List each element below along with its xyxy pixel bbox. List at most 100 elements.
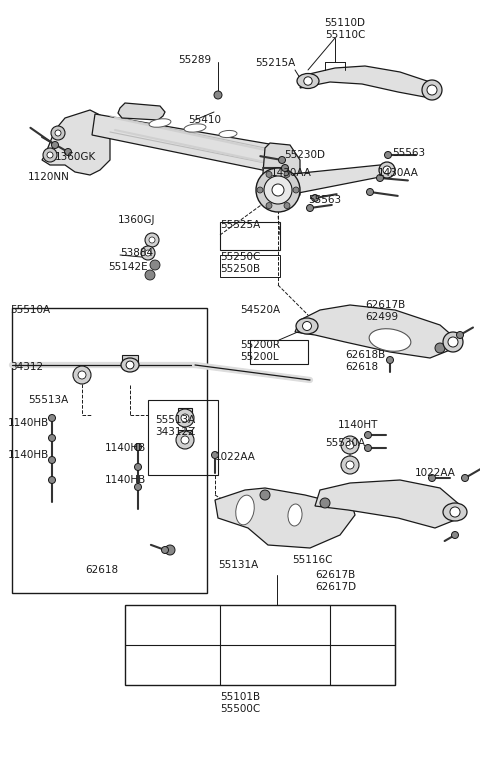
Text: 1140HB: 1140HB: [8, 450, 49, 460]
Circle shape: [346, 461, 354, 469]
Text: 55510A: 55510A: [10, 305, 50, 315]
Text: 55525A: 55525A: [220, 220, 260, 230]
Text: 1140HB: 1140HB: [105, 475, 146, 485]
Bar: [220, 222, 280, 250]
Circle shape: [272, 184, 284, 196]
Text: 62617B
62617D: 62617B 62617D: [315, 570, 356, 591]
Text: 55530A: 55530A: [325, 438, 365, 448]
Ellipse shape: [149, 119, 171, 127]
Text: 55215A: 55215A: [255, 58, 295, 68]
Bar: [122, 355, 138, 365]
Text: 55110D
55110C: 55110D 55110C: [324, 18, 365, 40]
Text: 34312: 34312: [10, 362, 43, 372]
Circle shape: [281, 164, 288, 172]
Circle shape: [266, 172, 272, 177]
Circle shape: [48, 457, 56, 464]
Circle shape: [293, 187, 299, 193]
Text: 55116C: 55116C: [292, 555, 333, 565]
Circle shape: [284, 172, 290, 177]
Circle shape: [134, 464, 142, 470]
Text: 1140HB: 1140HB: [8, 418, 49, 428]
Ellipse shape: [184, 124, 206, 132]
Text: 55410: 55410: [188, 115, 221, 125]
Text: 1022AA: 1022AA: [415, 468, 456, 478]
Text: 62617B
62499: 62617B 62499: [365, 300, 405, 321]
Text: 55200R
55200L: 55200R 55200L: [240, 340, 280, 362]
Circle shape: [260, 490, 270, 500]
Text: 62618B
62618: 62618B 62618: [345, 350, 385, 372]
Circle shape: [427, 85, 437, 95]
Circle shape: [78, 371, 86, 379]
Bar: [125, 605, 395, 685]
Polygon shape: [92, 114, 275, 172]
Ellipse shape: [288, 504, 302, 526]
Text: 1430AA: 1430AA: [378, 168, 419, 178]
Text: 55513A: 55513A: [28, 395, 68, 405]
Circle shape: [448, 337, 458, 347]
Circle shape: [450, 507, 460, 517]
Circle shape: [386, 356, 394, 363]
Circle shape: [307, 204, 313, 211]
Circle shape: [341, 456, 359, 474]
Bar: [178, 430, 192, 440]
Bar: [148, 400, 218, 475]
Text: 62618: 62618: [85, 565, 118, 575]
Circle shape: [73, 366, 91, 384]
Circle shape: [51, 126, 65, 140]
Circle shape: [141, 246, 155, 260]
Circle shape: [48, 414, 56, 422]
Ellipse shape: [236, 496, 254, 525]
Text: 53884: 53884: [120, 248, 153, 258]
Circle shape: [376, 175, 384, 182]
Ellipse shape: [443, 503, 467, 521]
Circle shape: [266, 203, 272, 208]
Circle shape: [176, 431, 194, 449]
Circle shape: [214, 91, 222, 99]
Circle shape: [452, 531, 458, 539]
Circle shape: [149, 237, 155, 243]
Circle shape: [181, 414, 189, 422]
Circle shape: [165, 545, 175, 555]
Text: 55563: 55563: [392, 148, 425, 158]
Circle shape: [456, 331, 464, 338]
Circle shape: [278, 157, 286, 163]
Bar: [220, 255, 280, 277]
Circle shape: [257, 187, 263, 193]
Text: 55230D: 55230D: [284, 150, 325, 160]
Ellipse shape: [297, 74, 319, 88]
Circle shape: [126, 361, 134, 369]
Text: 1430AA: 1430AA: [271, 168, 312, 178]
Bar: [178, 408, 192, 418]
Circle shape: [51, 141, 59, 148]
Circle shape: [312, 195, 319, 201]
Circle shape: [384, 151, 392, 159]
Circle shape: [64, 148, 72, 156]
Text: 55563: 55563: [308, 195, 341, 205]
Circle shape: [48, 477, 56, 483]
Circle shape: [302, 321, 312, 331]
Circle shape: [181, 436, 189, 444]
Circle shape: [145, 270, 155, 280]
Text: 1360GK: 1360GK: [55, 152, 96, 162]
Circle shape: [47, 152, 53, 158]
Circle shape: [346, 441, 354, 449]
Circle shape: [364, 445, 372, 451]
Text: 1140HB: 1140HB: [105, 443, 146, 453]
Text: 1140HT: 1140HT: [338, 420, 378, 430]
Text: 1022AA: 1022AA: [215, 452, 256, 462]
Polygon shape: [295, 305, 455, 358]
Circle shape: [429, 474, 435, 482]
Text: 55513A
34312Z: 55513A 34312Z: [155, 415, 195, 436]
Text: 54520A: 54520A: [240, 305, 280, 315]
Text: 55101B
55500C: 55101B 55500C: [220, 692, 260, 714]
Text: 55142E: 55142E: [108, 262, 148, 272]
Circle shape: [364, 432, 372, 439]
Ellipse shape: [296, 318, 318, 334]
Polygon shape: [42, 110, 110, 175]
Polygon shape: [215, 488, 355, 548]
Ellipse shape: [121, 358, 139, 372]
Bar: [12, 308, 207, 593]
Text: 1120NN: 1120NN: [28, 172, 70, 182]
Polygon shape: [282, 165, 395, 195]
Circle shape: [461, 474, 468, 482]
